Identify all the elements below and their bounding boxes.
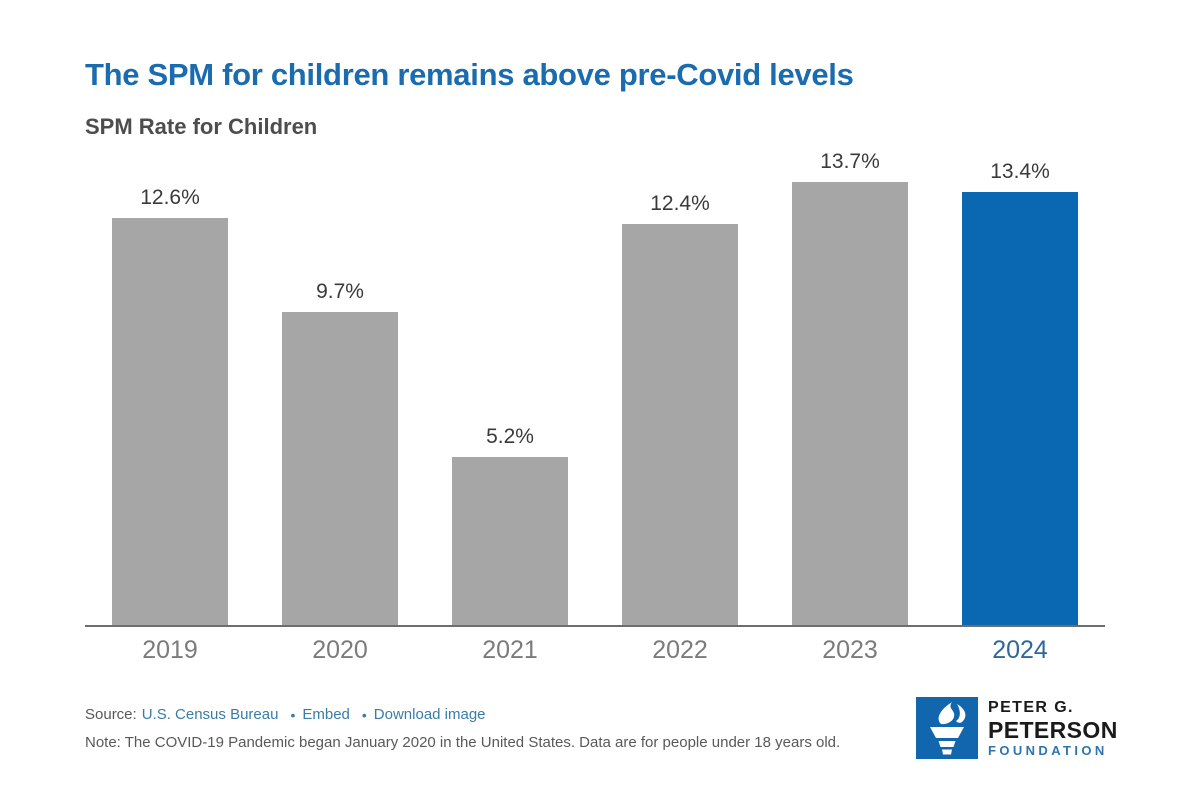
logo-line-peter-g: PETER G. [988, 699, 1074, 716]
source-line: Source: U.S. Census Bureau • Embed • Dow… [85, 706, 840, 723]
chart-footer: Source: U.S. Census Bureau • Embed • Dow… [85, 706, 840, 751]
bar-2021 [452, 457, 568, 625]
logo-text: PETER G. PETERSON FOUNDATION [988, 697, 1118, 759]
x-axis-line [85, 625, 1105, 627]
logo-line-peterson: PETERSON [988, 716, 1118, 743]
x-axis-label-2024: 2024 [992, 636, 1048, 664]
x-axis-label-2021: 2021 [482, 636, 538, 664]
bar-value-label-2021: 5.2% [486, 424, 534, 448]
bar-column-2023: 13.7% [765, 150, 935, 625]
page-title: The SPM for children remains above pre-C… [85, 56, 854, 92]
bar-chart-years: 2019 2020 2021 2022 2023 2024 [85, 627, 1105, 665]
bar-2020 [282, 312, 398, 625]
bar-2024 [962, 192, 1078, 625]
source-prefix: Source: [85, 706, 137, 723]
bar-value-label-2024: 13.4% [990, 159, 1050, 183]
download-image-link[interactable]: Download image [373, 706, 486, 723]
bullet-separator: • [361, 706, 367, 723]
bar-column-2022: 12.4% [595, 192, 765, 625]
bar-value-label-2020: 9.7% [316, 279, 364, 303]
bar-value-label-2023: 13.7% [820, 149, 880, 173]
x-axis-label-2022: 2022 [652, 636, 708, 664]
logo-square [916, 697, 978, 759]
bar-value-label-2019: 12.6% [140, 185, 200, 209]
bar-column-2024: 13.4% [935, 160, 1105, 625]
bar-column-2019: 12.6% [85, 186, 255, 625]
bar-chart-columns: 12.6% 9.7% 5.2% 12.4% 13.7% 13.4% [85, 140, 1105, 625]
bar-2022 [622, 224, 738, 625]
x-axis-label-2023: 2023 [822, 636, 878, 664]
logo-line-foundation: FOUNDATION [988, 743, 1108, 758]
bullet-separator: • [290, 706, 296, 723]
x-axis-label-2019: 2019 [142, 636, 198, 664]
bar-2019 [112, 218, 228, 625]
bar-value-label-2022: 12.4% [650, 191, 710, 215]
x-axis-label-2020: 2020 [312, 636, 368, 664]
peterson-foundation-logo: PETER G. PETERSON FOUNDATION [916, 697, 1118, 759]
torch-flame-icon [930, 702, 966, 755]
bar-2023 [792, 182, 908, 625]
embed-link[interactable]: Embed [302, 706, 350, 723]
source-link[interactable]: U.S. Census Bureau [141, 706, 279, 723]
bar-chart: 12.6% 9.7% 5.2% 12.4% 13.7% 13.4% 2019 2020 202… [85, 140, 1105, 665]
bar-column-2021: 5.2% [425, 425, 595, 625]
chart-note: Note: The COVID-19 Pandemic began Januar… [85, 734, 841, 751]
chart-subtitle: SPM Rate for Children [85, 114, 318, 140]
bar-column-2020: 9.7% [255, 280, 425, 625]
